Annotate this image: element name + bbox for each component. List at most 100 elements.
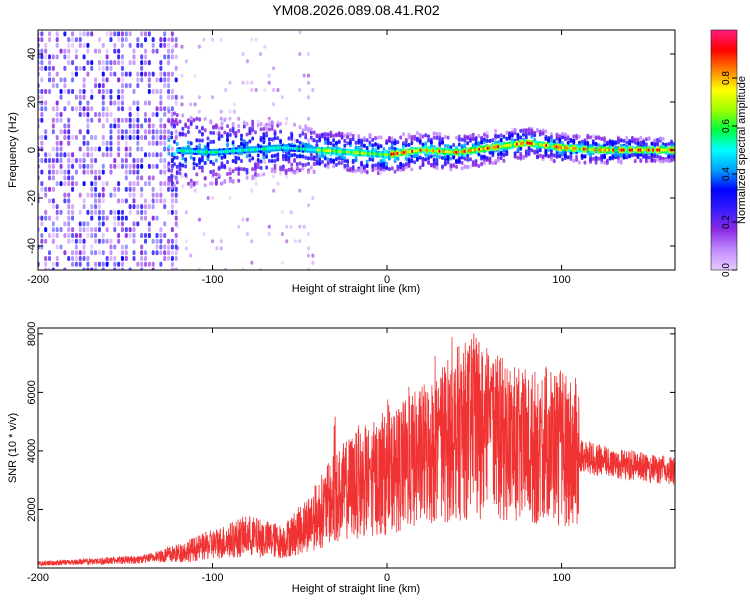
heat-cell [174, 54, 178, 60]
heat-cell [407, 157, 411, 162]
heat-cell [375, 152, 378, 156]
heat-cell [446, 144, 450, 149]
heat-cell [74, 169, 78, 175]
heat-cell [455, 150, 458, 154]
heat-cell [314, 148, 318, 152]
heat-cell [97, 111, 101, 117]
heat-cell [163, 123, 167, 129]
heat-cell [321, 148, 324, 152]
heat-cell [132, 158, 136, 164]
heat-cell [443, 143, 447, 148]
heat-cell [644, 137, 648, 142]
heat-cell [522, 128, 525, 133]
heat-cell [237, 128, 241, 133]
heat-cell [307, 253, 311, 258]
heat-cell [413, 134, 417, 139]
spectrogram-x-label: Height of straight line (km) [292, 283, 420, 295]
heat-cell [140, 42, 144, 48]
heat-cell [67, 163, 71, 169]
heat-cell [117, 163, 121, 169]
heat-cell [351, 165, 355, 170]
heat-cell [78, 88, 82, 94]
heat-cell [120, 83, 124, 89]
heat-cell [120, 198, 124, 204]
heat-cell [600, 154, 604, 159]
heat-cell [136, 204, 140, 210]
heat-cell [211, 37, 215, 42]
heat-cell [245, 232, 249, 236]
heat-cell [63, 152, 67, 158]
heat-cell [307, 203, 311, 208]
heat-cell [270, 158, 274, 163]
heat-cell [295, 139, 299, 144]
heat-cell [151, 42, 155, 48]
heat-cell [547, 138, 551, 143]
heat-cell [113, 48, 117, 54]
heat-cell [460, 160, 464, 165]
heat-cell [240, 167, 243, 172]
heat-cell [368, 157, 372, 162]
heat-cell [660, 148, 663, 152]
heat-cell [124, 232, 128, 238]
heat-cell [605, 158, 609, 163]
heat-cell [132, 181, 136, 187]
heat-cell [516, 155, 520, 160]
heat-cell [354, 155, 358, 160]
heat-cell [167, 129, 171, 135]
heat-cell [404, 150, 408, 154]
heat-cell [159, 106, 163, 112]
heat-cell [636, 137, 640, 142]
heat-cell [217, 126, 221, 131]
heat-cell [254, 181, 258, 186]
heat-cell [622, 138, 626, 143]
heat-cell [337, 161, 341, 166]
heat-cell [94, 204, 98, 210]
heat-cell [245, 59, 249, 64]
heat-cell [443, 161, 447, 166]
heat-cell [120, 244, 124, 250]
heat-cell [226, 142, 229, 147]
heat-cell [413, 149, 416, 153]
heat-cell [265, 122, 269, 127]
heat-cell [170, 209, 174, 215]
heat-cell [466, 136, 470, 141]
heat-cell [109, 140, 113, 146]
heat-cell [612, 148, 615, 152]
heat-cell [44, 135, 48, 141]
heat-cell [276, 152, 280, 157]
heat-cell [332, 133, 336, 138]
heat-cell [351, 137, 355, 142]
heat-cell [147, 123, 151, 129]
heat-cell [307, 73, 311, 78]
heat-cell [184, 239, 188, 244]
heat-cell [59, 158, 63, 164]
heat-cell [656, 154, 659, 159]
heat-cell [589, 152, 592, 157]
heat-cell [268, 146, 271, 151]
heat-cell [376, 135, 380, 140]
heat-cell [524, 128, 528, 133]
heat-cell [589, 157, 592, 162]
heat-cell [155, 111, 159, 117]
heat-cell [309, 135, 313, 140]
heat-cell [170, 54, 174, 60]
heat-cell [488, 138, 492, 143]
colorbar-ticks: 0.00.20.40.60.8 [721, 71, 737, 277]
heat-cell [105, 215, 109, 221]
heat-cell [262, 147, 265, 151]
heat-cell [140, 192, 144, 198]
heat-cell [362, 136, 366, 141]
heat-cell [124, 244, 128, 250]
heat-cell [394, 152, 397, 156]
heat-cell [301, 154, 305, 159]
heat-cell [653, 158, 657, 163]
heat-cell [184, 149, 188, 153]
heat-cell [82, 106, 86, 112]
heat-cell [270, 137, 274, 142]
heat-cell [284, 151, 288, 156]
heat-cell [404, 162, 408, 167]
heat-cell [399, 135, 403, 140]
heat-cell [44, 267, 48, 270]
heat-cell [71, 181, 75, 187]
heat-cell [51, 267, 55, 270]
